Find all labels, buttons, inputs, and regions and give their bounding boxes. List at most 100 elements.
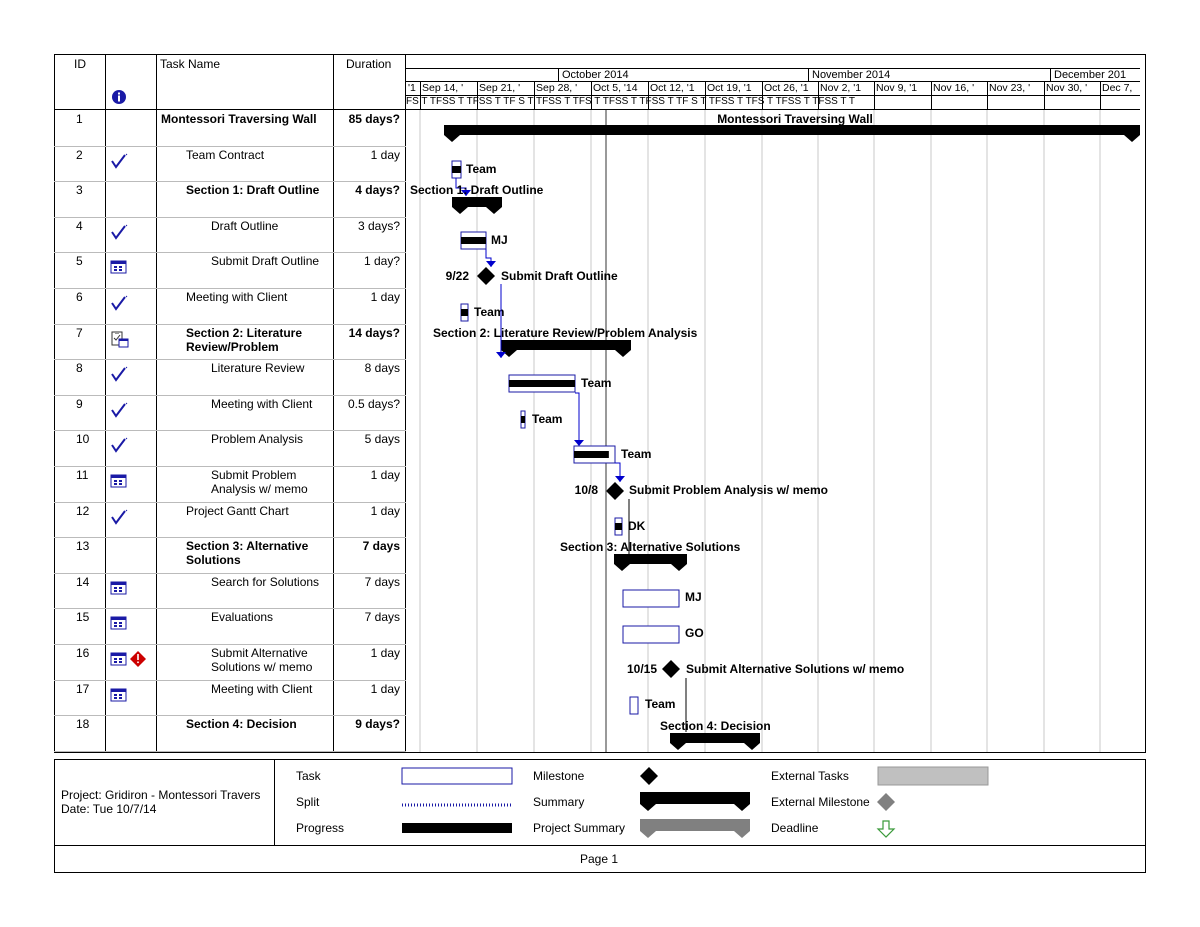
row-separator xyxy=(54,288,406,289)
task-duration[interactable]: 3 days? xyxy=(357,218,400,233)
task-duration[interactable]: 1 day xyxy=(370,503,400,518)
task-duration[interactable]: 1 day xyxy=(370,646,400,660)
gantt-chart: Montessori Traversing Wall Team Section 1:… xyxy=(410,110,1140,752)
task-duration[interactable]: 14 days? xyxy=(348,325,400,340)
task-name[interactable]: Evaluations xyxy=(211,610,274,625)
legend-task-bar xyxy=(401,767,513,785)
task-duration[interactable]: 1 day? xyxy=(363,254,400,269)
legend-split-label: Split xyxy=(296,795,320,809)
summary-bar-section-1 xyxy=(452,197,502,214)
legend-deadline-arrow xyxy=(876,820,896,838)
timescale-week: Sep 28, ' xyxy=(536,82,578,94)
milestone-submit-problem-analysis xyxy=(606,482,624,500)
calendar-constraint-icon xyxy=(110,581,127,595)
complete-check-icon xyxy=(111,438,128,454)
timescale-month: October 2014 xyxy=(562,69,629,81)
task-duration[interactable]: 7 days xyxy=(364,610,400,625)
header-bottom-line xyxy=(54,109,1140,110)
task-name[interactable]: Section 2: Literature Review/Problem xyxy=(186,325,303,354)
task-duration[interactable]: 8 days xyxy=(364,361,400,376)
row-separator xyxy=(54,181,406,183)
task-name[interactable]: Section 4: Decision xyxy=(186,717,297,732)
task-name[interactable]: Literature Review xyxy=(211,361,305,376)
task-bar-meeting-client-1-progress xyxy=(461,309,468,316)
link-8-10-arrow xyxy=(574,440,584,446)
task-name[interactable]: Montessori Traversing Wall xyxy=(161,112,317,126)
row-separator xyxy=(54,216,406,218)
task-name[interactable]: Project Gantt Chart xyxy=(186,503,289,518)
legend-progress-bar xyxy=(402,823,512,833)
timescale-week: Nov 9, '1 xyxy=(876,82,918,94)
task-name[interactable]: Search for Solutions xyxy=(211,574,320,589)
bar-label-section-3: Section 3: Alternative Solutions xyxy=(560,540,741,554)
row-separator xyxy=(54,608,406,610)
task-name[interactable]: Meeting with Client xyxy=(186,290,288,304)
bar-label-meeting-client-2: Team xyxy=(532,412,562,426)
row-separator xyxy=(54,644,406,645)
task-name[interactable]: Draft Outline xyxy=(211,218,279,233)
task-duration[interactable]: 9 days? xyxy=(355,717,400,732)
task-name[interactable]: Section 3: Alternative Solutions xyxy=(186,539,309,568)
legend-project-summary-label: Project Summary xyxy=(533,821,626,835)
task-id: 17 xyxy=(76,681,90,696)
timescale-week: Nov 2, '1 xyxy=(820,82,862,94)
task-duration[interactable]: 5 days xyxy=(364,432,400,447)
timescale-week: Oct 26, '1 xyxy=(764,82,809,94)
task-id: 1 xyxy=(76,112,83,126)
task-duration[interactable]: 1 day xyxy=(370,290,400,304)
row-separator xyxy=(54,679,406,681)
summary-bar-section-4 xyxy=(670,733,760,750)
task-name[interactable]: Meeting with Client xyxy=(211,396,313,411)
task-id: 16 xyxy=(76,646,90,660)
task-duration[interactable]: 4 days? xyxy=(355,183,400,198)
task-id: 9 xyxy=(76,396,83,411)
task-bar-literature-review-progress xyxy=(509,380,575,387)
bar-label-montessori: Montessori Traversing Wall xyxy=(717,112,873,126)
header-id: ID xyxy=(74,57,86,71)
task-duration[interactable]: 7 days xyxy=(364,574,400,589)
legend-symbols xyxy=(401,766,989,838)
task-bar-draft-outline-progress xyxy=(461,237,486,244)
task-duration[interactable]: 1 day xyxy=(370,147,400,162)
row-separator xyxy=(54,359,406,361)
task-name[interactable]: Submit Problem Analysis w/ memo xyxy=(211,468,308,496)
legend-summary-label: Summary xyxy=(533,795,585,809)
task-name[interactable]: Problem Analysis xyxy=(211,432,304,447)
col-sep-id xyxy=(105,54,106,753)
calendar-constraint-icon xyxy=(110,616,127,630)
task-id: 14 xyxy=(76,574,90,589)
legend-external-tasks-label: External Tasks xyxy=(771,769,849,783)
task-name[interactable]: Submit Alternative Solutions w/ memo xyxy=(211,646,313,674)
task-bar-project-gantt-chart-progress xyxy=(615,523,622,530)
timescale-mid-line xyxy=(405,81,1140,82)
task-bar-problem-analysis-progress xyxy=(574,451,609,458)
bar-label-section-4: Section 4: Decision xyxy=(660,719,771,733)
legend-bottom-line xyxy=(54,845,1146,846)
calendar-constraint-icon xyxy=(110,688,127,702)
task-duration[interactable]: 0.5 days? xyxy=(347,396,400,411)
bar-label-section-2: Section 2: Literature Review/Problem Ana… xyxy=(433,326,698,340)
task-duration[interactable]: 85 days? xyxy=(348,112,400,126)
task-duration[interactable]: 7 days xyxy=(362,539,400,554)
task-duration[interactable]: 1 day xyxy=(370,468,400,482)
task-name[interactable]: Submit Draft Outline xyxy=(211,254,320,269)
row-separator xyxy=(54,430,406,432)
legend-task-label: Task xyxy=(296,769,321,783)
complete-check-icon xyxy=(111,366,128,382)
task-name[interactable]: Meeting with Client xyxy=(211,681,313,696)
bar-label-evaluations: GO xyxy=(685,626,704,640)
complete-check-icon xyxy=(111,402,128,418)
legend-sep xyxy=(274,759,275,845)
summary-bar-section-3 xyxy=(614,554,687,571)
complete-check-icon xyxy=(111,295,128,311)
bar-label-project-gantt-chart: DK xyxy=(628,519,646,533)
week-sep xyxy=(874,81,875,109)
row-separator xyxy=(54,501,406,503)
week-sep xyxy=(534,81,535,109)
info-icon xyxy=(112,90,126,104)
task-name[interactable]: Section 1: Draft Outline xyxy=(186,183,320,198)
task-duration[interactable]: 1 day xyxy=(370,681,400,696)
task-name[interactable]: Team Contract xyxy=(186,147,265,162)
link-2-3-arrow xyxy=(461,190,471,196)
